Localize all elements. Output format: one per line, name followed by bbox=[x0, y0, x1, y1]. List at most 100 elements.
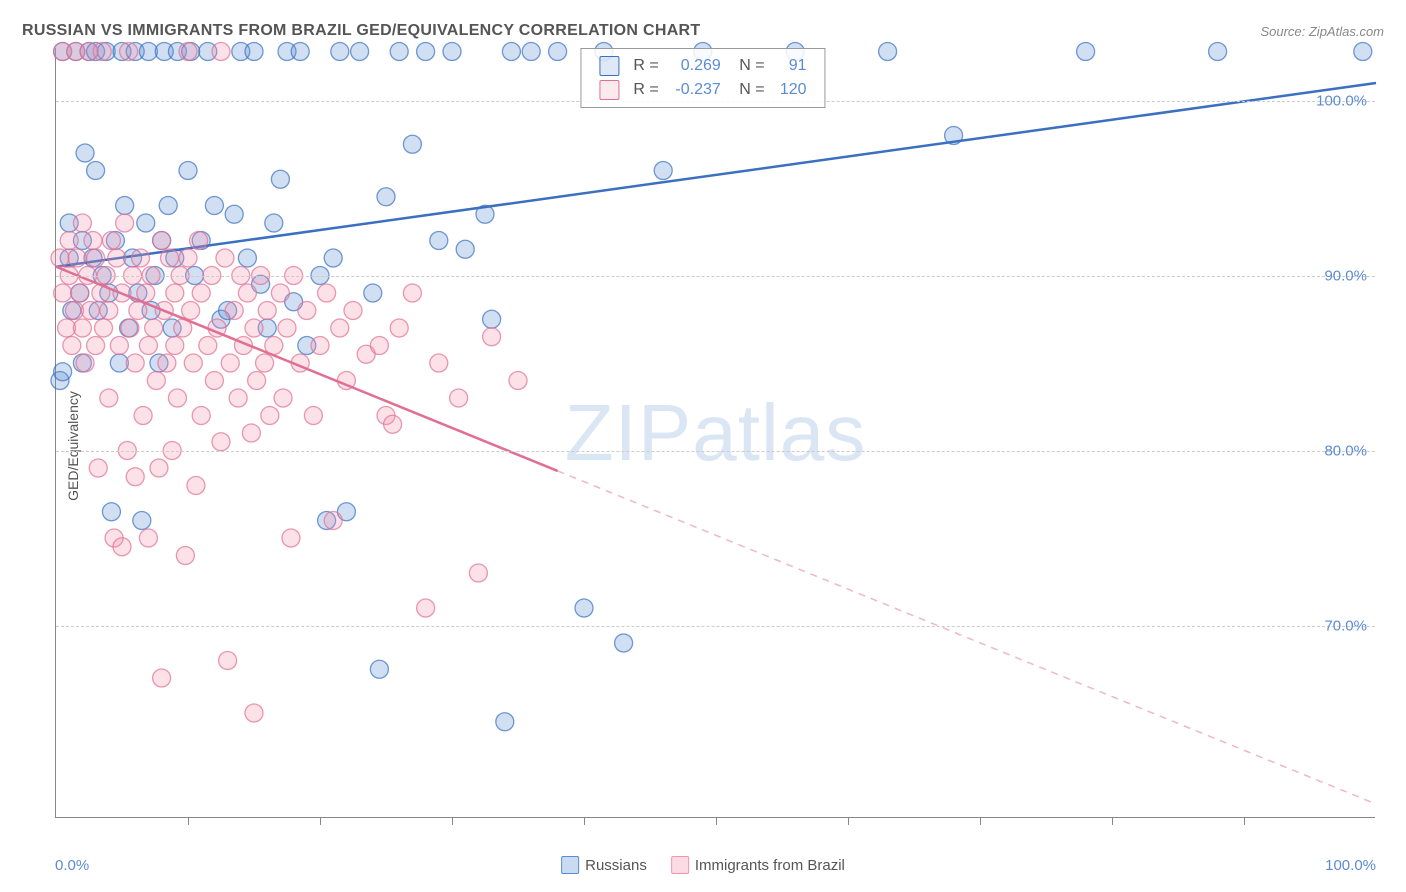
scatter-point bbox=[212, 433, 230, 451]
scatter-point bbox=[496, 713, 514, 731]
scatter-point bbox=[63, 337, 81, 355]
scatter-point bbox=[108, 249, 126, 267]
scatter-point bbox=[76, 354, 94, 372]
x-min-label: 0.0% bbox=[55, 857, 89, 874]
scatter-point bbox=[110, 337, 128, 355]
scatter-point bbox=[291, 43, 309, 61]
scatter-point bbox=[654, 162, 672, 180]
x-tick bbox=[584, 817, 585, 825]
legend-swatch bbox=[561, 856, 579, 874]
scatter-point bbox=[245, 704, 263, 722]
x-tick bbox=[980, 817, 981, 825]
scatter-point bbox=[68, 249, 86, 267]
scatter-point bbox=[238, 284, 256, 302]
plot-area: ZIPatlas 70.0%80.0%90.0%100.0% bbox=[55, 48, 1375, 818]
scatter-point bbox=[133, 512, 151, 530]
scatter-point bbox=[116, 197, 134, 215]
scatter-point bbox=[131, 249, 149, 267]
x-tick bbox=[320, 817, 321, 825]
scatter-point bbox=[225, 205, 243, 223]
scatter-point bbox=[113, 538, 131, 556]
x-tick bbox=[452, 817, 453, 825]
scatter-point bbox=[384, 415, 402, 433]
scatter-point bbox=[364, 284, 382, 302]
scatter-point bbox=[205, 197, 223, 215]
scatter-point bbox=[159, 197, 177, 215]
scatter-point bbox=[73, 319, 91, 337]
scatter-point bbox=[417, 43, 435, 61]
scatter-point bbox=[282, 529, 300, 547]
scatter-point bbox=[54, 284, 72, 302]
scatter-point bbox=[256, 354, 274, 372]
scatter-point bbox=[1077, 43, 1095, 61]
scatter-point bbox=[483, 328, 501, 346]
scatter-point bbox=[150, 459, 168, 477]
scatter-point bbox=[390, 43, 408, 61]
scatter-point bbox=[129, 302, 147, 320]
scatter-point bbox=[331, 319, 349, 337]
scatter-point bbox=[298, 302, 316, 320]
scatter-point bbox=[182, 302, 200, 320]
scatter-point bbox=[1209, 43, 1227, 61]
scatter-point bbox=[84, 232, 102, 250]
scatter-point bbox=[95, 319, 113, 337]
scatter-point bbox=[248, 372, 266, 390]
r-value: 0.269 bbox=[667, 55, 727, 77]
x-tick bbox=[1244, 817, 1245, 825]
x-tick bbox=[716, 817, 717, 825]
n-value: 120 bbox=[773, 79, 813, 101]
legend-label: Immigrants from Brazil bbox=[695, 857, 845, 874]
chart-svg bbox=[56, 48, 1375, 817]
scatter-point bbox=[216, 249, 234, 267]
scatter-point bbox=[403, 135, 421, 153]
scatter-point bbox=[100, 302, 118, 320]
scatter-point bbox=[370, 660, 388, 678]
scatter-point bbox=[87, 162, 105, 180]
bottom-legend: RussiansImmigrants from Brazil bbox=[561, 856, 845, 874]
y-tick-label: 100.0% bbox=[1316, 92, 1367, 109]
scatter-point bbox=[199, 337, 217, 355]
trend-line-extrapolated bbox=[558, 471, 1376, 804]
scatter-point bbox=[120, 43, 138, 61]
scatter-point bbox=[261, 407, 279, 425]
scatter-point bbox=[137, 284, 155, 302]
scatter-point bbox=[179, 249, 197, 267]
scatter-point bbox=[81, 302, 99, 320]
scatter-point bbox=[502, 43, 520, 61]
scatter-point bbox=[469, 564, 487, 582]
scatter-point bbox=[258, 302, 276, 320]
correlation-row: R =0.269 N =91 bbox=[593, 55, 812, 77]
scatter-point bbox=[344, 302, 362, 320]
scatter-point bbox=[168, 389, 186, 407]
scatter-point bbox=[71, 284, 89, 302]
scatter-point bbox=[102, 503, 120, 521]
y-tick-label: 90.0% bbox=[1324, 267, 1367, 284]
scatter-point bbox=[265, 214, 283, 232]
legend-item: Immigrants from Brazil bbox=[671, 856, 845, 874]
scatter-point bbox=[430, 354, 448, 372]
scatter-point bbox=[324, 512, 342, 530]
scatter-point bbox=[126, 354, 144, 372]
y-tick-label: 70.0% bbox=[1324, 617, 1367, 634]
scatter-point bbox=[245, 43, 263, 61]
x-tick bbox=[848, 817, 849, 825]
scatter-point bbox=[153, 232, 171, 250]
scatter-point bbox=[271, 284, 289, 302]
scatter-point bbox=[121, 319, 139, 337]
scatter-point bbox=[242, 424, 260, 442]
scatter-point bbox=[370, 337, 388, 355]
scatter-point bbox=[417, 599, 435, 617]
trend-line bbox=[56, 83, 1376, 267]
scatter-point bbox=[87, 249, 105, 267]
scatter-point bbox=[238, 249, 256, 267]
scatter-point bbox=[443, 43, 461, 61]
scatter-point bbox=[219, 652, 237, 670]
scatter-point bbox=[100, 389, 118, 407]
correlation-legend: R =0.269 N =91R =-0.237 N =120 bbox=[580, 48, 825, 108]
scatter-point bbox=[179, 162, 197, 180]
scatter-point bbox=[192, 284, 210, 302]
x-tick bbox=[1112, 817, 1113, 825]
scatter-point bbox=[176, 547, 194, 565]
scatter-point bbox=[51, 249, 69, 267]
scatter-point bbox=[615, 634, 633, 652]
